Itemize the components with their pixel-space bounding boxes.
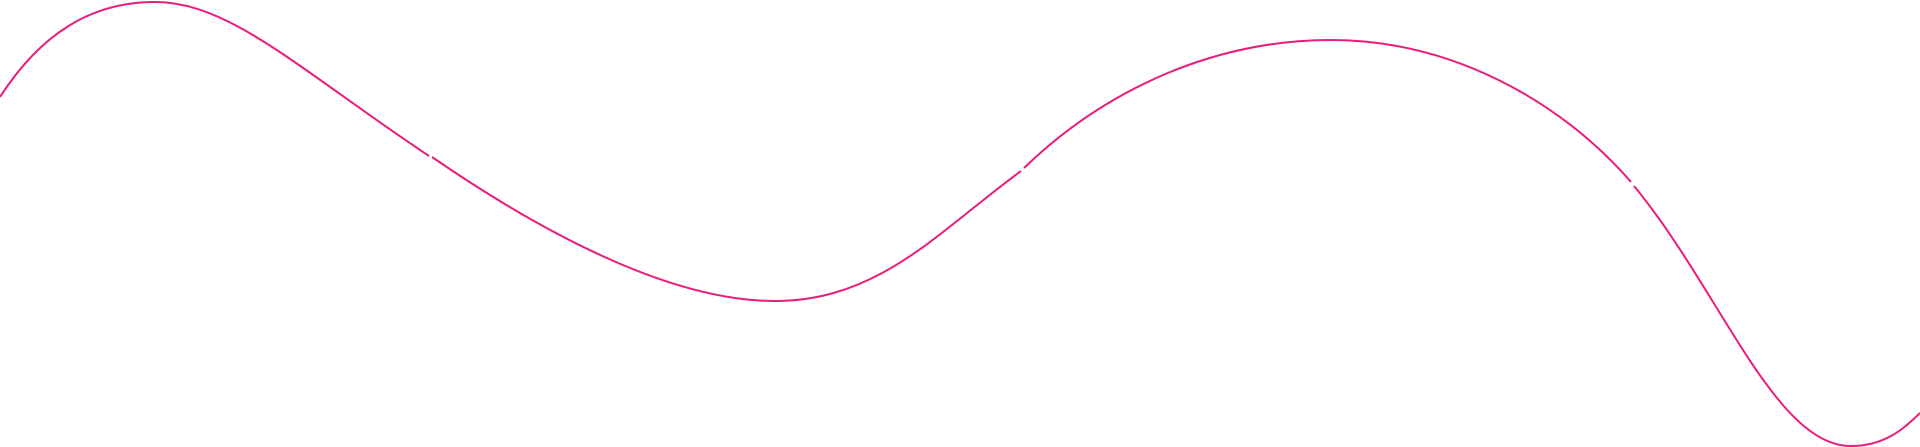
wave-segment-4 [1633, 185, 1920, 447]
wave-segment-1 [0, 0, 430, 157]
wave-segment-3 [1023, 38, 1632, 183]
wave-segment-2 [431, 156, 1022, 303]
